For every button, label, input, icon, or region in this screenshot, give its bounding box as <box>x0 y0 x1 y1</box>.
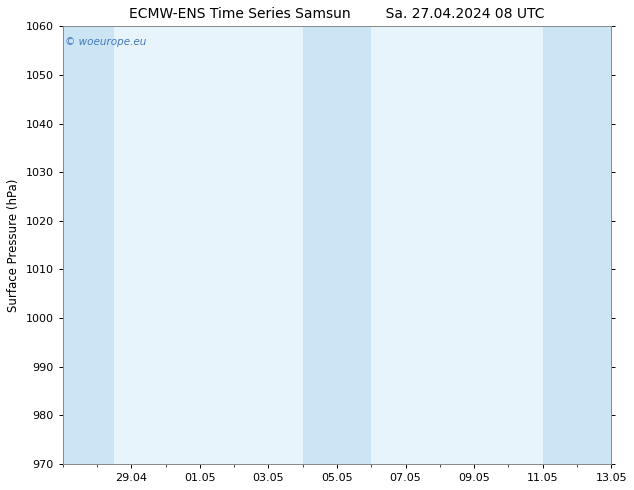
Text: © woeurope.eu: © woeurope.eu <box>65 37 146 47</box>
Bar <box>302 26 372 464</box>
Bar <box>63 26 114 464</box>
Title: ECMW-ENS Time Series Samsun        Sa. 27.04.2024 08 UTC: ECMW-ENS Time Series Samsun Sa. 27.04.20… <box>129 7 545 21</box>
Bar <box>543 26 611 464</box>
Y-axis label: Surface Pressure (hPa): Surface Pressure (hPa) <box>7 178 20 312</box>
